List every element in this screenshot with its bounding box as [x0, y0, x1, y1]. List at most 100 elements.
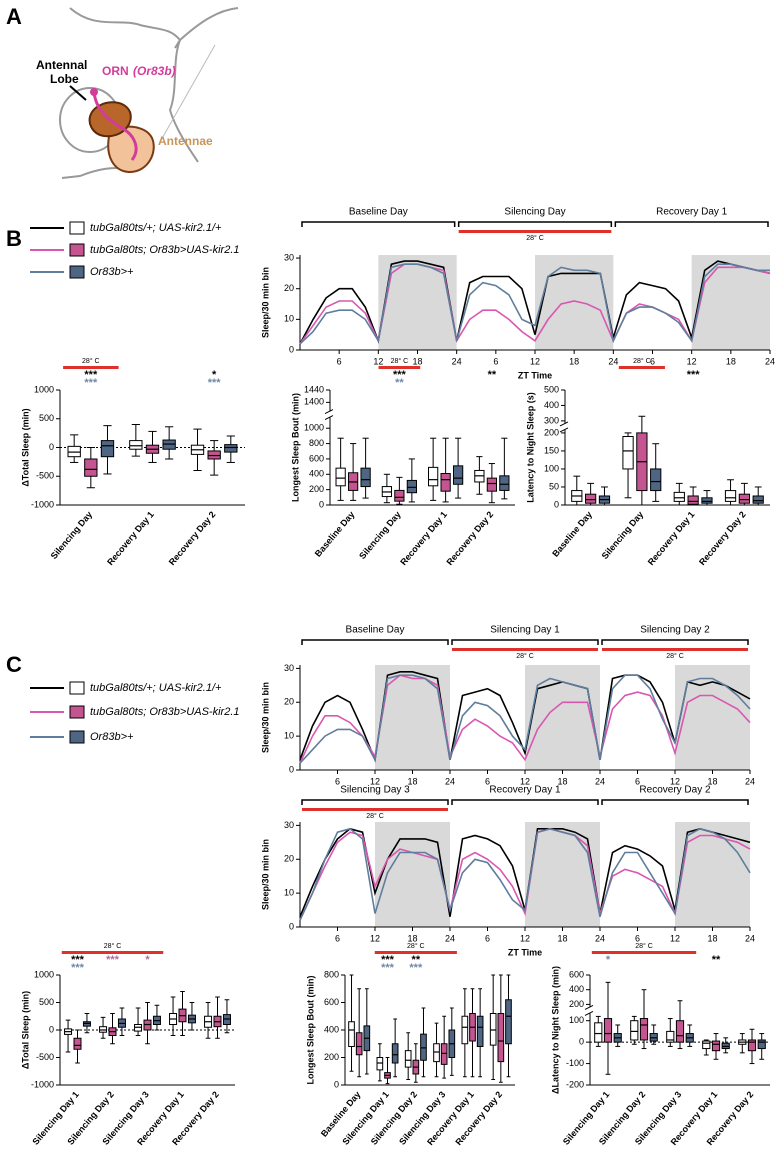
category-label: Recovery Day 2 — [444, 509, 495, 567]
box — [639, 1018, 649, 1041]
y-tick-label: 30 — [284, 252, 294, 262]
x-tick-label: 12 — [370, 933, 380, 943]
box — [404, 1050, 412, 1068]
box — [84, 458, 98, 477]
x-tick-label: 18 — [707, 776, 717, 786]
night-shade — [535, 255, 614, 350]
box — [757, 1039, 766, 1050]
x-tick-label: 12 — [670, 933, 680, 943]
y-axis-label: ΔTotal Sleep (min) — [20, 408, 30, 486]
y-tick-label: 20 — [284, 283, 294, 293]
heat-bar — [458, 230, 612, 233]
significance: *** — [84, 377, 98, 389]
x-tick-label: 24 — [745, 933, 755, 943]
box — [650, 468, 662, 492]
significance: * — [606, 954, 611, 966]
box — [585, 493, 597, 504]
antenna-diagram — [59, 7, 239, 179]
significance: *** — [381, 962, 395, 974]
diagram-label: Lobe — [50, 72, 79, 86]
box — [687, 495, 699, 505]
significance: * — [212, 369, 217, 381]
heat-label: 28° C — [407, 942, 425, 950]
box — [391, 1043, 399, 1064]
y-tick-label: 1440 — [304, 384, 324, 394]
y-tick-label: 1000 — [304, 423, 324, 433]
x-axis-label: ZT Time — [518, 370, 552, 380]
period-bracket — [601, 799, 749, 805]
significance: ** — [712, 954, 721, 966]
diagram-label: ORN — [102, 64, 129, 78]
heat-bar — [602, 648, 748, 651]
x-tick-label: 12 — [373, 356, 383, 366]
y-tick-label: 0 — [554, 499, 559, 509]
period-label: Baseline Day — [346, 625, 405, 636]
period-bracket — [301, 639, 449, 645]
x-tick-label: 12 — [530, 356, 540, 366]
box — [499, 475, 510, 491]
period-bracket — [301, 799, 449, 805]
category-label: Recovery Day 1 — [398, 509, 449, 567]
y-tick-label: 600 — [569, 969, 584, 979]
y-tick-label: 200 — [309, 484, 324, 494]
legend-box — [69, 243, 85, 257]
y-tick-label: 1400 — [304, 397, 324, 407]
box — [505, 999, 512, 1045]
legend-box — [69, 681, 85, 695]
y-tick-label: 800 — [324, 969, 339, 979]
y-tick-label: -500 — [36, 471, 54, 481]
x-tick-label: 24 — [595, 933, 605, 943]
y-tick-label: 400 — [324, 1024, 339, 1034]
legend-label: Or83b>+ — [90, 731, 134, 743]
significance: *** — [687, 369, 701, 381]
significance: *** — [208, 377, 222, 389]
y-tick-label: 100 — [569, 1015, 584, 1025]
heat-label: 28° C — [82, 357, 100, 365]
x-tick-label: 12 — [670, 776, 680, 786]
significance: *** — [71, 962, 85, 974]
period-label: Silencing Day 2 — [640, 625, 710, 636]
y-tick-label: 30 — [284, 820, 294, 830]
axis-break-mark — [324, 415, 334, 420]
box — [440, 1043, 448, 1065]
box — [100, 440, 115, 458]
y-tick-label: 500 — [544, 384, 559, 394]
x-axis-label: ZT Time — [508, 947, 542, 957]
legend-label: Or83b>+ — [90, 266, 134, 278]
night-shade — [525, 665, 600, 770]
legend-box — [69, 221, 85, 235]
x-tick-label: 6 — [635, 933, 640, 943]
heat-label: 28° C — [104, 942, 122, 950]
y-tick-label: 0 — [49, 1024, 54, 1034]
x-tick-label: 18 — [557, 933, 567, 943]
box — [497, 1013, 505, 1063]
y-tick-label: 200 — [569, 999, 584, 1009]
box — [461, 1015, 469, 1045]
x-tick-label: 18 — [707, 933, 717, 943]
box — [666, 1030, 675, 1043]
x-tick-label: 12 — [687, 356, 697, 366]
box — [335, 467, 346, 487]
legend-label: tubGal80ts/+; UAS-kir2.1/+ — [90, 222, 222, 234]
x-tick-label: 24 — [608, 356, 618, 366]
x-tick-label: 12 — [520, 933, 530, 943]
category-label: Baseline Day — [313, 509, 357, 558]
box — [376, 1057, 384, 1071]
significance: *** — [409, 962, 423, 974]
box — [129, 440, 143, 450]
y-tick-label: -500 — [36, 1052, 54, 1062]
legend-box — [69, 705, 85, 719]
x-tick-label: 6 — [485, 776, 490, 786]
box — [724, 490, 737, 502]
antenna-segment — [107, 125, 155, 174]
period-label: Recovery Day 2 — [639, 785, 711, 796]
panel-label: A — [6, 4, 22, 29]
x-tick-label: 24 — [595, 776, 605, 786]
box — [711, 1040, 721, 1052]
x-tick-label: 24 — [445, 776, 455, 786]
legend-label: tubGal80ts; Or83b>UAS-kir2.1 — [90, 706, 240, 718]
heat-bar — [374, 951, 457, 954]
head-outline — [174, 7, 239, 49]
heat-label: 28° C — [666, 652, 684, 660]
